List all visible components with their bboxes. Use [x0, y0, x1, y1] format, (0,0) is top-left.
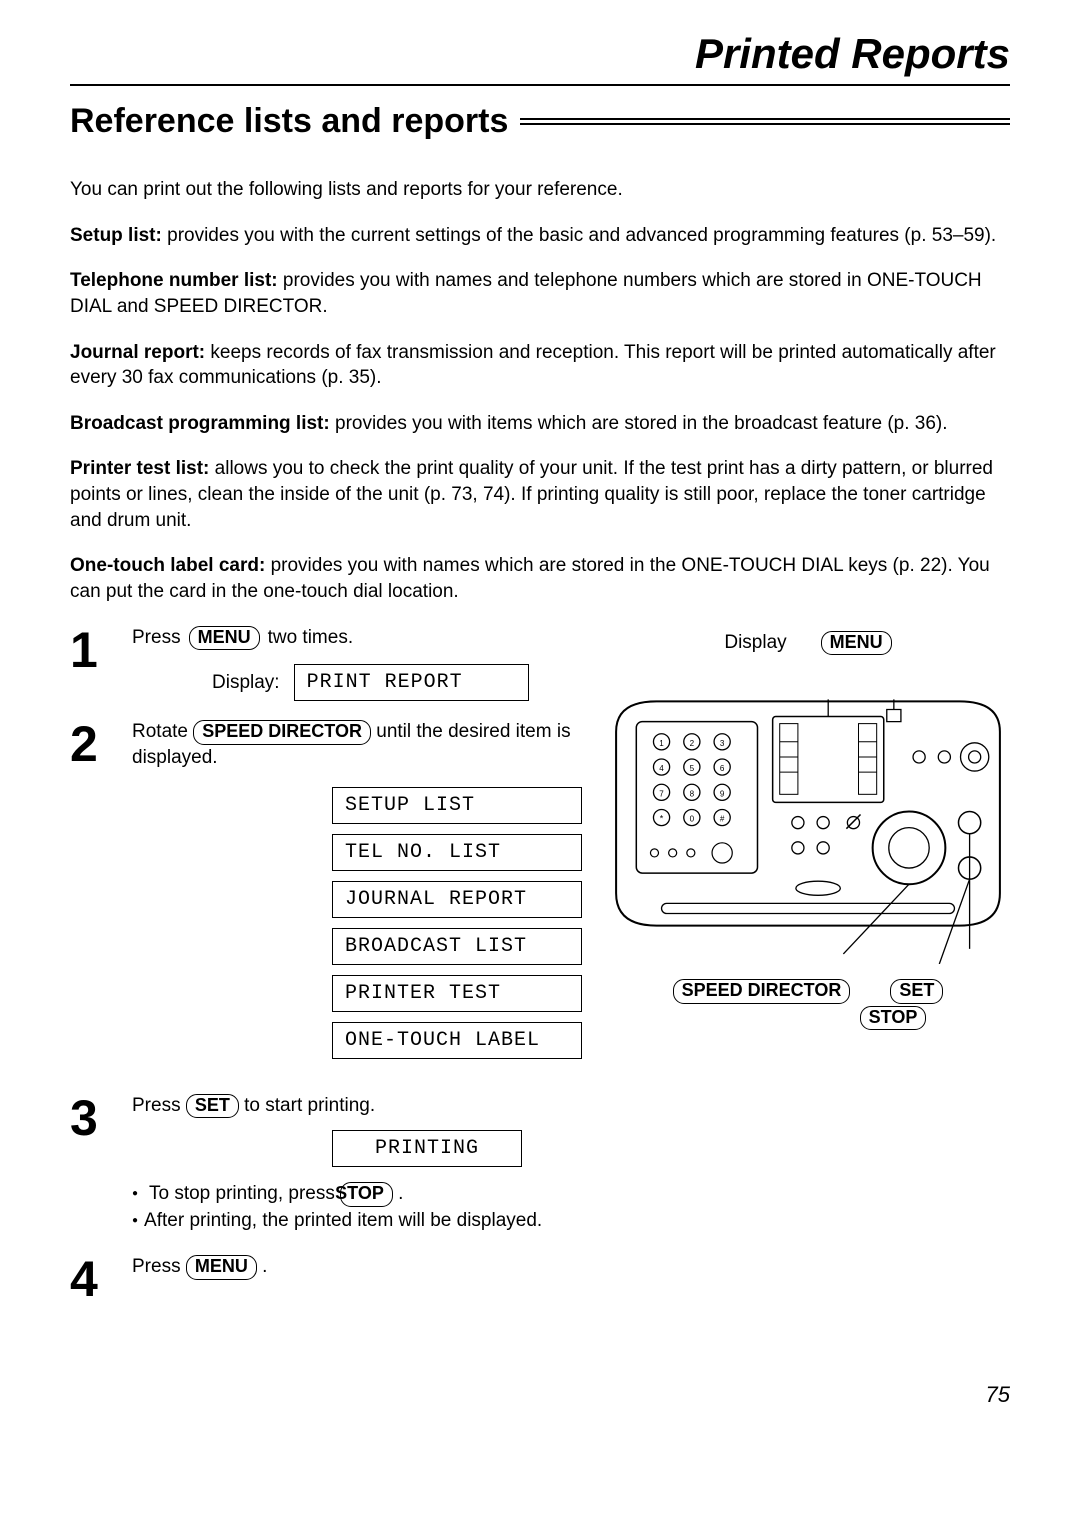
svg-text:2: 2 — [690, 739, 695, 748]
step-number-2: 2 — [70, 719, 114, 1068]
step3-bullet-stop: To stop printing, press STOP . — [132, 1181, 582, 1208]
step-3: 3 Press SET to start printing. PRINTING … — [70, 1093, 582, 1235]
step2-pre: Rotate — [132, 721, 193, 742]
intro-block: You can print out the following lists an… — [70, 177, 1010, 605]
intro-label-0: Setup list: — [70, 225, 162, 246]
intro-label-2: Journal report: — [70, 342, 205, 363]
panel-label-display: Display — [724, 632, 786, 654]
intro-label-3: Broadcast programming list: — [70, 413, 330, 434]
panel-label-set: SET — [890, 979, 943, 1004]
step-2: 2 Rotate SPEED DIRECTOR until the desire… — [70, 719, 582, 1068]
svg-text:8: 8 — [690, 790, 695, 799]
intro-text-3: provides you with items which are stored… — [330, 413, 948, 434]
menu-key-2: MENU — [186, 1255, 257, 1280]
intro-text-0: provides you with the current settings o… — [162, 225, 996, 246]
svg-text:1: 1 — [659, 739, 664, 748]
step-1: 1 Press MENU two times. Display: PRINT R… — [70, 625, 582, 702]
svg-text:6: 6 — [720, 764, 725, 773]
page-number: 75 — [70, 1382, 1010, 1408]
svg-text:*: * — [660, 814, 664, 824]
step4-pre: Press — [132, 1256, 186, 1277]
display-one-touch-label: ONE-TOUCH LABEL — [332, 1022, 582, 1059]
svg-text:0: 0 — [690, 815, 695, 824]
display-broadcast-list: BROADCAST LIST — [332, 928, 582, 965]
display-label: Display: — [212, 670, 280, 696]
step3-bullet-after: After printing, the printed item will be… — [132, 1208, 582, 1235]
panel-label-speed-director: SPEED DIRECTOR — [673, 979, 851, 1004]
fax-panel-svg: 1 2 3 4 5 6 7 8 9 * 0 # — [606, 661, 1010, 964]
device-panel-illustration: Display MENU 1 2 3 4 5 6 7 8 9 * — [606, 625, 1010, 1035]
section-rule — [520, 118, 1010, 125]
step-number-1: 1 — [70, 625, 114, 702]
step-number-4: 4 — [70, 1254, 114, 1304]
step4-post: . — [262, 1256, 267, 1277]
intro-label-4: Printer test list: — [70, 458, 209, 479]
intro-label-5: One-touch label card: — [70, 555, 265, 576]
menu-key: MENU — [189, 626, 260, 651]
intro-lead: You can print out the following lists an… — [70, 177, 1010, 203]
svg-text:4: 4 — [659, 764, 664, 773]
step3-b1-pre: To stop printing, press — [149, 1183, 340, 1204]
step3-pre: Press — [132, 1095, 186, 1116]
step-4: 4 Press MENU . — [70, 1254, 582, 1304]
intro-label-1: Telephone number list: — [70, 270, 278, 291]
intro-text-2: keeps records of fax transmission and re… — [70, 342, 996, 389]
page-title: Printed Reports — [70, 30, 1010, 86]
speed-director-key: SPEED DIRECTOR — [193, 720, 371, 745]
step1-pre: Press — [132, 625, 181, 651]
svg-text:#: # — [720, 815, 725, 824]
step3-post: to start printing. — [244, 1095, 375, 1116]
display-print-report: PRINT REPORT — [294, 664, 529, 701]
step-number-3: 3 — [70, 1093, 114, 1235]
svg-text:7: 7 — [659, 790, 664, 799]
set-key: SET — [186, 1094, 239, 1119]
display-printer-test: PRINTER TEST — [332, 975, 582, 1012]
svg-text:5: 5 — [690, 764, 695, 773]
display-printing: PRINTING — [332, 1130, 522, 1167]
section-heading-row: Reference lists and reports — [70, 102, 1010, 141]
svg-text:9: 9 — [720, 790, 725, 799]
step3-b1-post: . — [398, 1183, 403, 1204]
panel-label-menu: MENU — [821, 631, 892, 656]
svg-text:3: 3 — [720, 739, 725, 748]
step1-post: two times. — [268, 625, 354, 651]
display-setup-list: SETUP LIST — [332, 787, 582, 824]
section-title: Reference lists and reports — [70, 102, 508, 141]
intro-text-4: allows you to check the print quality of… — [70, 458, 993, 530]
panel-label-stop: STOP — [860, 1006, 927, 1031]
stop-key: STOP — [340, 1182, 393, 1207]
display-journal-report: JOURNAL REPORT — [332, 881, 582, 918]
display-tel-no-list: TEL NO. LIST — [332, 834, 582, 871]
